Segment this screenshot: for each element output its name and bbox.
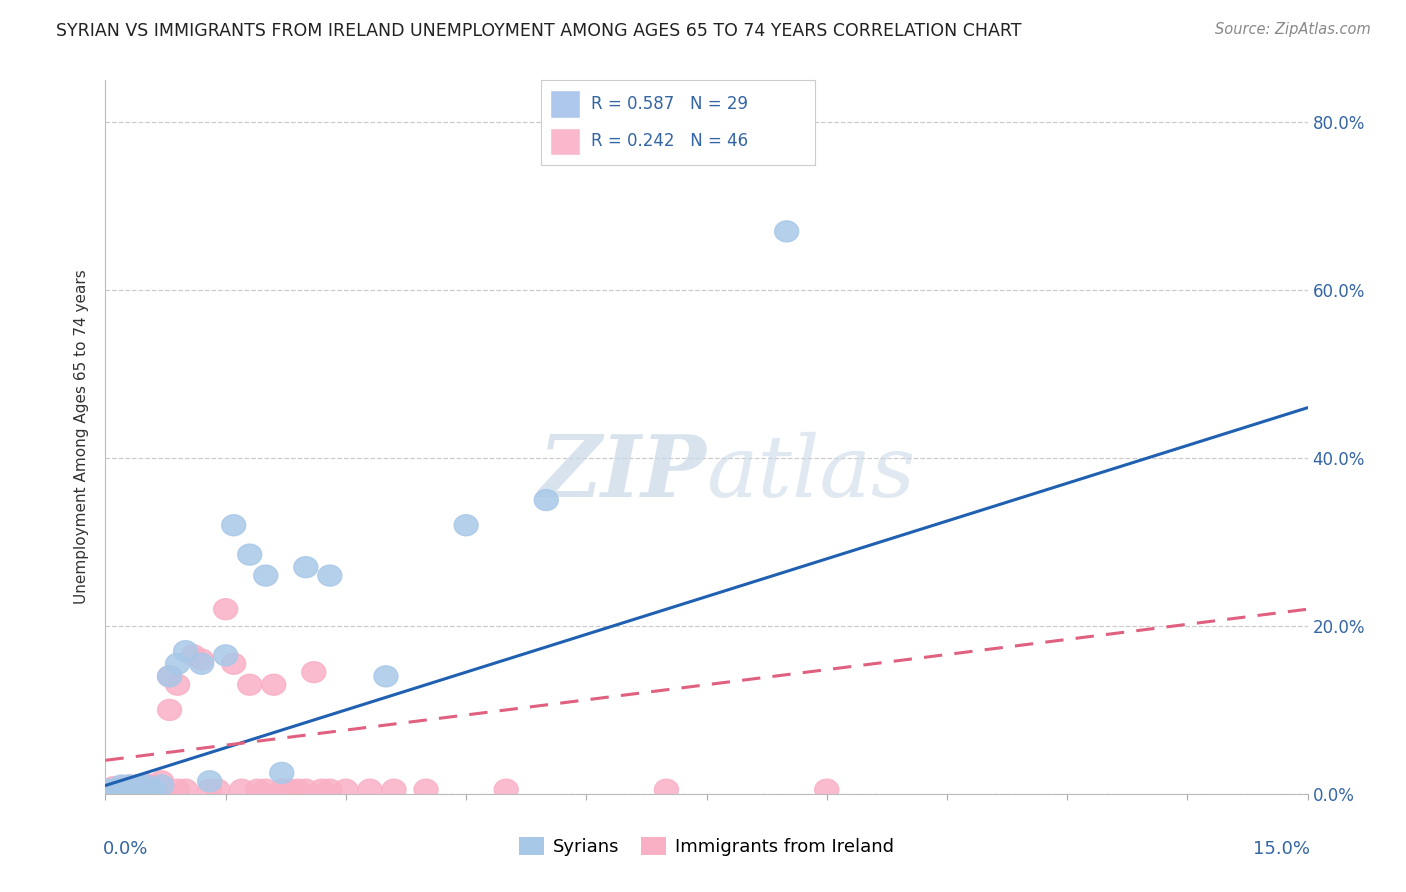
Ellipse shape xyxy=(494,780,519,800)
Legend: Syrians, Immigrants from Ireland: Syrians, Immigrants from Ireland xyxy=(519,838,894,856)
Ellipse shape xyxy=(110,780,134,800)
Ellipse shape xyxy=(101,780,125,800)
Ellipse shape xyxy=(190,653,214,674)
Ellipse shape xyxy=(125,780,149,800)
Ellipse shape xyxy=(333,780,359,800)
Ellipse shape xyxy=(229,780,253,800)
Ellipse shape xyxy=(173,780,198,800)
Ellipse shape xyxy=(134,780,157,800)
Ellipse shape xyxy=(222,515,246,536)
Ellipse shape xyxy=(149,771,173,792)
Ellipse shape xyxy=(253,780,278,800)
Ellipse shape xyxy=(285,780,309,800)
Ellipse shape xyxy=(125,775,149,796)
Ellipse shape xyxy=(309,780,333,800)
Ellipse shape xyxy=(173,640,198,662)
Ellipse shape xyxy=(149,775,173,796)
Ellipse shape xyxy=(775,221,799,242)
Ellipse shape xyxy=(534,490,558,510)
Ellipse shape xyxy=(302,662,326,682)
FancyBboxPatch shape xyxy=(550,128,579,155)
Ellipse shape xyxy=(134,775,157,796)
Ellipse shape xyxy=(125,780,149,800)
Ellipse shape xyxy=(318,566,342,586)
Ellipse shape xyxy=(181,645,205,665)
Ellipse shape xyxy=(205,780,229,800)
Ellipse shape xyxy=(118,780,142,800)
Ellipse shape xyxy=(270,763,294,783)
Ellipse shape xyxy=(262,674,285,695)
Ellipse shape xyxy=(118,775,142,796)
Ellipse shape xyxy=(105,780,129,800)
Ellipse shape xyxy=(214,645,238,665)
Ellipse shape xyxy=(253,566,278,586)
Ellipse shape xyxy=(198,771,222,792)
Text: atlas: atlas xyxy=(707,432,915,514)
FancyBboxPatch shape xyxy=(550,90,579,118)
Text: SYRIAN VS IMMIGRANTS FROM IRELAND UNEMPLOYMENT AMONG AGES 65 TO 74 YEARS CORRELA: SYRIAN VS IMMIGRANTS FROM IRELAND UNEMPL… xyxy=(56,22,1022,40)
Ellipse shape xyxy=(270,780,294,800)
Text: ZIP: ZIP xyxy=(538,431,707,515)
Y-axis label: Unemployment Among Ages 65 to 74 years: Unemployment Among Ages 65 to 74 years xyxy=(75,269,90,605)
Ellipse shape xyxy=(105,780,129,800)
Ellipse shape xyxy=(166,674,190,695)
Ellipse shape xyxy=(318,780,342,800)
Ellipse shape xyxy=(374,665,398,687)
Ellipse shape xyxy=(413,780,439,800)
Ellipse shape xyxy=(157,665,181,687)
Ellipse shape xyxy=(125,775,149,796)
Ellipse shape xyxy=(101,777,125,797)
Text: R = 0.587   N = 29: R = 0.587 N = 29 xyxy=(591,95,748,113)
Ellipse shape xyxy=(157,699,181,721)
Ellipse shape xyxy=(157,665,181,687)
Text: Source: ZipAtlas.com: Source: ZipAtlas.com xyxy=(1215,22,1371,37)
Ellipse shape xyxy=(142,775,166,796)
Ellipse shape xyxy=(101,780,125,800)
Ellipse shape xyxy=(166,780,190,800)
Ellipse shape xyxy=(294,780,318,800)
Ellipse shape xyxy=(97,780,121,800)
Ellipse shape xyxy=(142,780,166,800)
Ellipse shape xyxy=(214,599,238,620)
Ellipse shape xyxy=(294,557,318,578)
Ellipse shape xyxy=(359,780,382,800)
Ellipse shape xyxy=(278,780,302,800)
Ellipse shape xyxy=(454,515,478,536)
Ellipse shape xyxy=(198,780,222,800)
Text: 15.0%: 15.0% xyxy=(1253,840,1310,858)
Ellipse shape xyxy=(142,780,166,800)
Text: 0.0%: 0.0% xyxy=(103,840,149,858)
Ellipse shape xyxy=(190,649,214,670)
Ellipse shape xyxy=(149,780,173,800)
Ellipse shape xyxy=(166,653,190,674)
Ellipse shape xyxy=(110,775,134,796)
Ellipse shape xyxy=(246,780,270,800)
Ellipse shape xyxy=(222,653,246,674)
Ellipse shape xyxy=(134,780,157,800)
Text: R = 0.242   N = 46: R = 0.242 N = 46 xyxy=(591,132,748,150)
Ellipse shape xyxy=(97,780,121,800)
Ellipse shape xyxy=(238,674,262,695)
Ellipse shape xyxy=(814,780,839,800)
Ellipse shape xyxy=(382,780,406,800)
Ellipse shape xyxy=(118,780,142,800)
Ellipse shape xyxy=(110,777,134,797)
Ellipse shape xyxy=(118,775,142,796)
Ellipse shape xyxy=(110,780,134,800)
Ellipse shape xyxy=(238,544,262,566)
Ellipse shape xyxy=(134,773,157,794)
Ellipse shape xyxy=(654,780,679,800)
